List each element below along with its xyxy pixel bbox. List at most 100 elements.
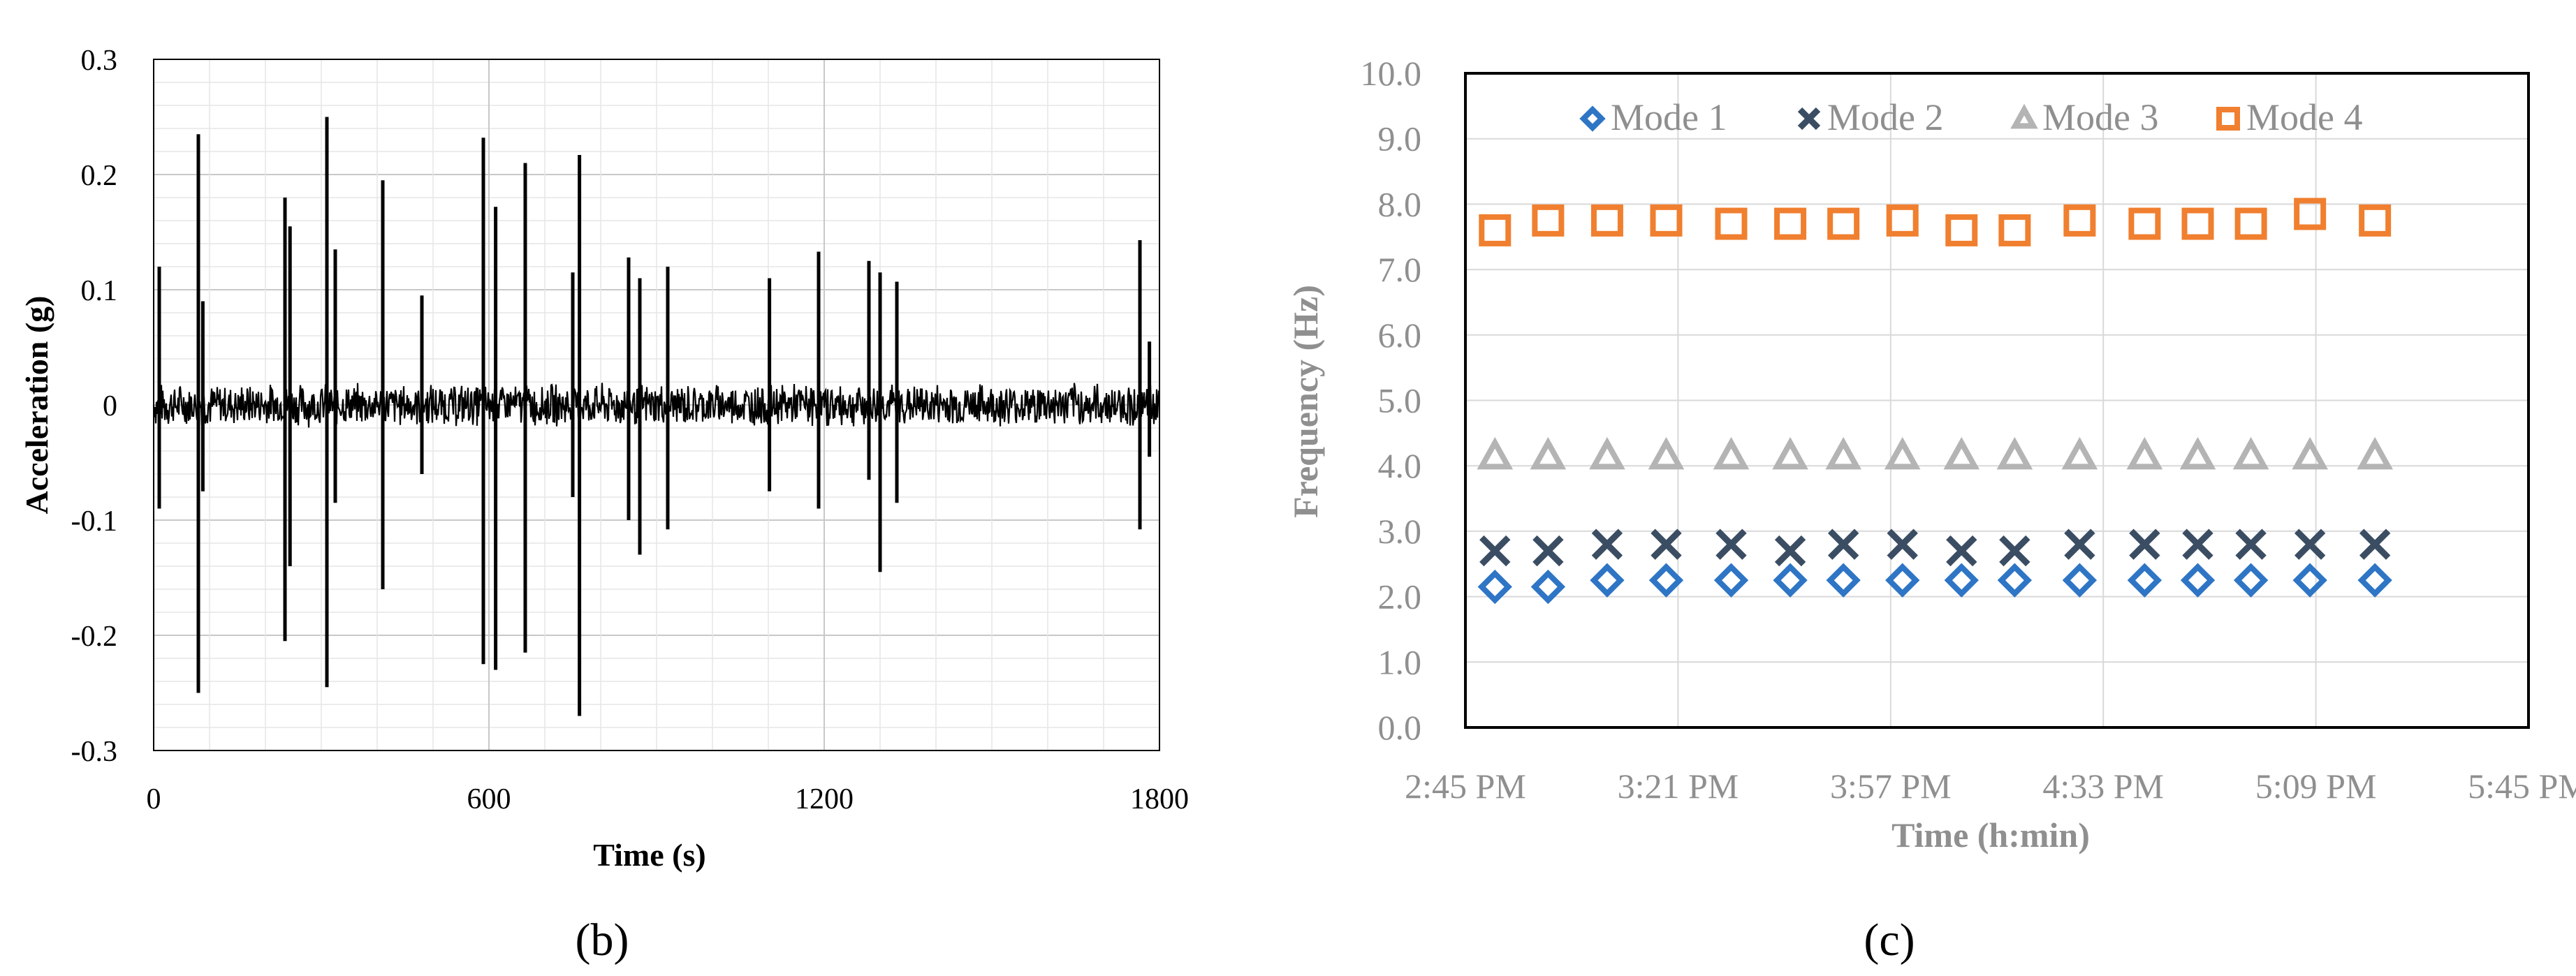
mode-2-point bbox=[1999, 535, 2030, 567]
acceleration-y-axis-label: Acceleration (g) bbox=[19, 296, 54, 515]
mode-3-point bbox=[1772, 436, 1808, 470]
frequency-x-tick-label: 4:33 PM bbox=[2042, 767, 2164, 806]
mode-1-point bbox=[1826, 563, 1861, 598]
mode-4-point bbox=[2234, 207, 2267, 240]
frequency-y-tick-label: 5.0 bbox=[1378, 381, 1422, 420]
frequency-y-tick-label: 8.0 bbox=[1378, 184, 1422, 223]
mode-4-point bbox=[2181, 207, 2214, 240]
mode-1-point bbox=[1590, 563, 1625, 598]
frequency-y-ticks: 0.0 1.0 2.0 3.0 4.0 5.0 6.0 7.0 8.0 9.0 10.0 bbox=[1361, 54, 1422, 747]
acceleration-x-ticks: 0 600 1200 1800 bbox=[147, 783, 1190, 815]
acceleration-y-tick-label: -0.2 bbox=[71, 621, 118, 653]
mode-1-point bbox=[2180, 563, 2216, 598]
frequency-plot-frame bbox=[1464, 72, 2530, 729]
mode-3-point bbox=[2126, 436, 2163, 470]
mode-4-point bbox=[1827, 207, 1860, 240]
frequency-x-tick-label: 3:57 PM bbox=[1830, 767, 1952, 806]
mode-3-point bbox=[1589, 436, 1625, 470]
frequency-y-tick-label: 0.0 bbox=[1378, 708, 1422, 747]
mode-3-point bbox=[2292, 436, 2328, 470]
mode-2-point bbox=[1591, 528, 1623, 560]
frequency-y-tick-label: 9.0 bbox=[1378, 119, 1422, 158]
mode-4-point bbox=[1715, 207, 1748, 240]
frequency-y-tick-label: 2.0 bbox=[1378, 577, 1422, 616]
mode-1-point bbox=[1648, 563, 1684, 598]
frequency-x-tick-label: 5:09 PM bbox=[2255, 767, 2377, 806]
panel-label-b: (b) bbox=[576, 915, 629, 966]
acceleration-y-tick-label: 0.3 bbox=[81, 45, 118, 77]
frequency-legend: Mode 1 Mode 2 Mode 3 Mode 4 bbox=[1579, 96, 2362, 138]
mode-2-point bbox=[2182, 528, 2213, 560]
mode-3-point bbox=[1943, 436, 1980, 470]
panel-label-c: (c) bbox=[1864, 915, 1915, 966]
mode-3-point bbox=[1530, 436, 1567, 470]
mode-2-point bbox=[2064, 528, 2095, 560]
mode-1-point bbox=[1885, 563, 1920, 598]
mode-2-point bbox=[2129, 528, 2160, 560]
mode-3-point bbox=[2357, 436, 2393, 470]
mode-2-point bbox=[1827, 528, 1859, 560]
mode-4-point bbox=[1886, 204, 1919, 237]
acceleration-x-axis-label: Time (s) bbox=[593, 837, 705, 873]
acceleration-signal bbox=[152, 117, 1161, 716]
mode-3-point bbox=[1648, 436, 1685, 470]
mode-2-point bbox=[2294, 528, 2326, 560]
frequency-points bbox=[1477, 198, 2393, 605]
acceleration-x-tick-label: 1200 bbox=[795, 783, 854, 815]
frequency-y-tick-label: 1.0 bbox=[1378, 642, 1422, 681]
mode-2-point bbox=[1887, 528, 1918, 560]
mode-4-point bbox=[2359, 204, 2392, 237]
frequency-y-tick-label: 4.0 bbox=[1378, 446, 1422, 485]
legend-mode-3-label: Mode 3 bbox=[2042, 96, 2158, 138]
frequency-x-tick-label: 5:45 PM bbox=[2468, 767, 2576, 806]
frequency-y-tick-label: 7.0 bbox=[1378, 250, 1422, 289]
mode-1-point bbox=[1944, 563, 1979, 598]
frequency-y-tick-label: 10.0 bbox=[1361, 54, 1422, 93]
mode-1-point bbox=[1997, 563, 2033, 598]
mode-4-point bbox=[2128, 207, 2161, 240]
legend-mode-2-label: Mode 2 bbox=[1827, 96, 1943, 138]
mode-3-point bbox=[1825, 436, 1861, 470]
mode-4-point bbox=[1774, 207, 1807, 240]
mode-1-point bbox=[2062, 563, 2098, 598]
legend-mode-2-marker bbox=[1797, 107, 1821, 131]
acceleration-grid bbox=[153, 59, 1160, 751]
mode-3-point bbox=[2061, 436, 2098, 470]
mode-2-point bbox=[1651, 528, 1682, 560]
mode-1-point bbox=[1530, 569, 1566, 605]
acceleration-x-tick-label: 0 bbox=[147, 783, 161, 815]
mode-4-point bbox=[2063, 204, 2096, 237]
mode-1-point bbox=[1477, 569, 1512, 605]
mode-1-point bbox=[2292, 563, 2327, 598]
acceleration-y-tick-label: -0.1 bbox=[71, 505, 118, 538]
mode-4-point bbox=[1532, 204, 1565, 237]
mode-3-point bbox=[1713, 436, 1750, 470]
frequency-x-tick-label: 3:21 PM bbox=[1618, 767, 1739, 806]
acceleration-y-tick-label: -0.3 bbox=[71, 736, 118, 768]
acceleration-plot-frame bbox=[153, 59, 1160, 751]
mode-4-point bbox=[1998, 214, 2031, 246]
acceleration-y-tick-label: 0.2 bbox=[81, 160, 118, 192]
mode-1-point bbox=[1773, 563, 1808, 598]
acceleration-y-tick-label: 0.1 bbox=[81, 275, 118, 307]
mode-4-point bbox=[1479, 214, 1512, 246]
mode-2-point bbox=[2359, 528, 2391, 560]
legend-mode-4-marker bbox=[2216, 107, 2240, 131]
mode-1-point bbox=[2233, 563, 2269, 598]
mode-4-point bbox=[2294, 198, 2327, 230]
acceleration-y-ticks: 0.3 0.2 0.1 0 -0.1 -0.2 -0.3 bbox=[71, 45, 118, 768]
frequency-y-axis-label: Frequency (Hz) bbox=[1286, 285, 1325, 518]
frequency-x-ticks: 2:45 PM 3:21 PM 3:57 PM 4:33 PM 5:09 PM 5:45 … bbox=[1405, 767, 2576, 806]
mode-1-point bbox=[1713, 563, 1749, 598]
acceleration-x-tick-label: 1800 bbox=[1130, 783, 1189, 815]
acceleration-noise-trace bbox=[152, 383, 1161, 428]
mode-2-point bbox=[1715, 528, 1747, 560]
frequency-x-axis-label: Time (h:min) bbox=[1891, 815, 2090, 855]
frequency-y-tick-label: 3.0 bbox=[1378, 512, 1422, 551]
mode-1-point bbox=[2127, 563, 2162, 598]
mode-2-point bbox=[1774, 535, 1806, 567]
legend-mode-4-label: Mode 4 bbox=[2246, 96, 2362, 138]
